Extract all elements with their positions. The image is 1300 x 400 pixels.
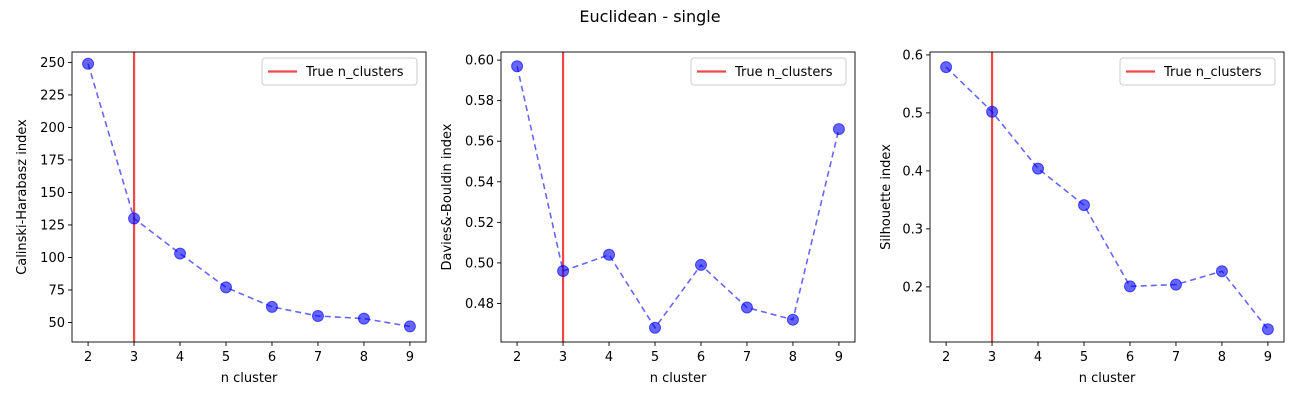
plot-frame (500, 51, 856, 343)
y-axis-label: Silhouette index (879, 144, 894, 250)
x-tick-label: 2 (942, 350, 950, 365)
data-point (265, 300, 278, 313)
y-tick-label: 0.54 (465, 175, 494, 190)
legend: True n_clusters (261, 57, 418, 86)
y-tick-label: 150 (40, 186, 65, 201)
x-tick-label: 8 (360, 350, 368, 365)
data-point (1123, 280, 1136, 293)
data-point (694, 258, 707, 271)
y-tick-label: 0.5 (902, 106, 923, 121)
series-line (516, 66, 840, 330)
y-tick-label: 0.56 (465, 135, 494, 150)
legend: True n_clusters (1119, 57, 1276, 86)
data-point (940, 61, 953, 74)
x-tick-label: 7 (743, 350, 751, 365)
data-point (1169, 278, 1182, 291)
chart-panel-2: 2 3 4 5 6 7 8 9 0.48 0.50 0.52 0.54 0.56 0.58 0.60 n cl… (440, 51, 856, 386)
data-point (1032, 162, 1045, 175)
data-point (832, 123, 845, 136)
x-tick-label: 9 (1264, 350, 1272, 365)
x-tick-label: 9 (406, 350, 414, 365)
data-point (649, 321, 662, 334)
data-point (603, 248, 616, 261)
legend-box (1119, 57, 1276, 86)
y-axis-label: Calinski-Harabasz index (15, 119, 30, 275)
y-tick-label: 125 (40, 218, 65, 233)
data-point (174, 247, 187, 260)
data-point (311, 309, 324, 322)
y-tick-label: 250 (40, 56, 65, 71)
y-tick-label: 0.2 (902, 280, 923, 295)
x-tick-label: 7 (1172, 350, 1180, 365)
series-line (945, 66, 1269, 330)
x-axis-label: n cluster (1079, 371, 1136, 386)
data-point (740, 301, 753, 314)
x-tick-label: 5 (222, 350, 230, 365)
x-axis-label: n cluster (650, 371, 707, 386)
data-point (220, 281, 233, 294)
chart-panel-3: 2 3 4 5 6 7 8 9 0.2 0.3 0.4 0.5 0.6 n cluster Silhouet… (879, 48, 1285, 386)
y-tick-label: 200 (40, 121, 65, 136)
y-tick-label: 225 (40, 88, 65, 103)
data-point (511, 60, 524, 73)
legend: True n_clusters (690, 57, 847, 86)
x-tick-label: 4 (1034, 350, 1042, 365)
y-axis-label: Davies&-Bouldin index (440, 123, 455, 270)
legend-label: True n_clusters (734, 65, 833, 80)
series-line (87, 63, 411, 328)
x-tick-label: 6 (1126, 350, 1134, 365)
x-tick-label: 4 (605, 350, 613, 365)
y-tick-label: 0.3 (902, 222, 923, 237)
data-point (403, 320, 416, 333)
y-tick-label: 0.48 (465, 297, 494, 312)
x-tick-label: 5 (651, 350, 659, 365)
x-tick-label: 9 (835, 350, 843, 365)
y-tick-label: 0.4 (902, 164, 923, 179)
legend-box (261, 57, 418, 86)
data-point (986, 105, 999, 118)
x-tick-label: 3 (559, 350, 567, 365)
chart-panel-1: 2 3 4 5 6 7 8 9 50 75 100 125 150 175 200 225 250 n clust… (15, 51, 427, 386)
x-tick-label: 3 (130, 350, 138, 365)
x-tick-label: 3 (988, 350, 996, 365)
data-point (1215, 265, 1228, 278)
legend-box (690, 57, 847, 86)
x-tick-label: 7 (314, 350, 322, 365)
x-axis-label: n cluster (221, 371, 278, 386)
plot-frame (929, 51, 1285, 343)
y-tick-label: 0.58 (465, 94, 494, 109)
y-tick-label: 0.52 (465, 216, 494, 231)
x-tick-label: 8 (789, 350, 797, 365)
x-tick-label: 2 (513, 350, 521, 365)
x-tick-label: 5 (1080, 350, 1088, 365)
data-point (82, 57, 95, 70)
y-tick-label: 75 (48, 283, 65, 298)
x-tick-label: 6 (697, 350, 705, 365)
y-tick-label: 0.50 (465, 256, 494, 271)
x-tick-label: 2 (84, 350, 92, 365)
figure-title: Euclidean - single (579, 7, 720, 26)
legend-label: True n_clusters (1163, 65, 1262, 80)
data-point (1078, 199, 1091, 212)
data-point (557, 265, 570, 278)
x-tick-label: 8 (1218, 350, 1226, 365)
data-point (128, 212, 141, 225)
x-tick-label: 6 (268, 350, 276, 365)
data-point (786, 313, 799, 326)
y-tick-label: 175 (40, 153, 65, 168)
data-point (1261, 323, 1274, 336)
x-tick-label: 4 (176, 350, 184, 365)
y-tick-label: 0.60 (465, 54, 494, 69)
y-tick-label: 100 (40, 251, 65, 266)
data-point (357, 312, 370, 325)
y-tick-label: 50 (48, 316, 65, 331)
plot-frame (71, 51, 427, 343)
y-tick-label: 0.6 (902, 48, 923, 63)
legend-label: True n_clusters (305, 65, 404, 80)
